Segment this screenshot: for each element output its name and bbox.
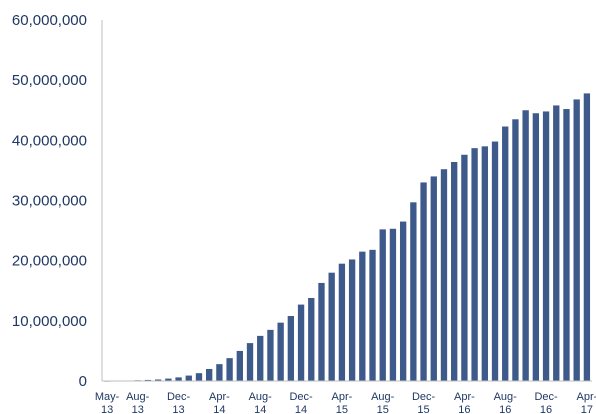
- y-tick-label: 0: [79, 373, 87, 390]
- y-tick-label: 60,000,000: [12, 12, 87, 29]
- bar: [318, 282, 325, 381]
- x-tick-label: Dec-15: [412, 391, 436, 414]
- bar: [206, 368, 213, 381]
- x-tick-label: Apr-16: [454, 391, 475, 414]
- bar: [216, 364, 223, 381]
- bar: [573, 99, 580, 382]
- bar: [348, 259, 356, 381]
- bar: [583, 93, 591, 382]
- bar: [522, 110, 529, 381]
- y-tick-label: 40,000,000: [12, 132, 87, 149]
- x-tick-label: Dec-14: [289, 391, 313, 414]
- bar: [379, 229, 386, 381]
- bar: [410, 202, 417, 381]
- bar: [338, 263, 346, 381]
- bar: [461, 154, 468, 381]
- bar: [532, 113, 540, 381]
- bar: [359, 251, 366, 381]
- bar: [246, 343, 254, 381]
- bar: [175, 377, 182, 381]
- bar: [328, 272, 335, 381]
- bar: [399, 221, 407, 381]
- bar: [471, 148, 478, 381]
- bar: [297, 304, 305, 381]
- bar: [257, 335, 264, 382]
- x-tick-label: Aug-15: [371, 391, 395, 414]
- x-tick-label: Apr-15: [332, 391, 353, 414]
- x-tick-label: Apr-17: [577, 391, 596, 414]
- bar: [185, 375, 192, 381]
- bar: [267, 329, 274, 381]
- x-tick-label: Aug-13: [126, 391, 150, 414]
- x-tick-label: Aug-14: [249, 391, 273, 414]
- y-tick-label: 50,000,000: [12, 72, 87, 89]
- y-tick-label: 30,000,000: [12, 193, 87, 210]
- bar: [440, 169, 448, 381]
- bar: [226, 358, 233, 381]
- bar: [287, 316, 295, 381]
- bar: [491, 141, 499, 381]
- x-tick-label: Dec-13: [167, 391, 191, 414]
- bar: [502, 126, 509, 381]
- bar: [553, 105, 560, 381]
- x-tick-label: Dec-16: [534, 391, 558, 414]
- bar: [369, 249, 376, 381]
- bar: [236, 350, 243, 381]
- bar: [481, 146, 488, 381]
- bar: [277, 322, 284, 381]
- bar-series: [103, 93, 591, 382]
- y-tick-label: 20,000,000: [12, 253, 87, 270]
- bar: [165, 378, 172, 381]
- x-tick-label: Apr-14: [209, 391, 230, 414]
- x-tick-label: May-13: [95, 391, 120, 414]
- bar: [195, 373, 203, 381]
- x-tick-label: Aug-16: [494, 391, 518, 414]
- bar: [144, 379, 152, 381]
- y-tick-label: 10,000,000: [12, 313, 87, 330]
- bar: [430, 176, 437, 381]
- x-axis-ticks: May-13 Aug-13 Dec-13 Apr-14 Aug-14 Dec-14 Apr-…: [95, 391, 596, 414]
- y-axis-ticks: 0 10,000,000 20,000,000 30,000,000 40,000,00…: [12, 12, 87, 390]
- bar: [308, 297, 315, 381]
- bar: [389, 228, 397, 381]
- bar: [542, 111, 550, 381]
- bar: [512, 119, 519, 381]
- bar: [563, 109, 570, 382]
- bar: [154, 379, 162, 381]
- bar: [451, 161, 458, 381]
- bar: [420, 182, 427, 381]
